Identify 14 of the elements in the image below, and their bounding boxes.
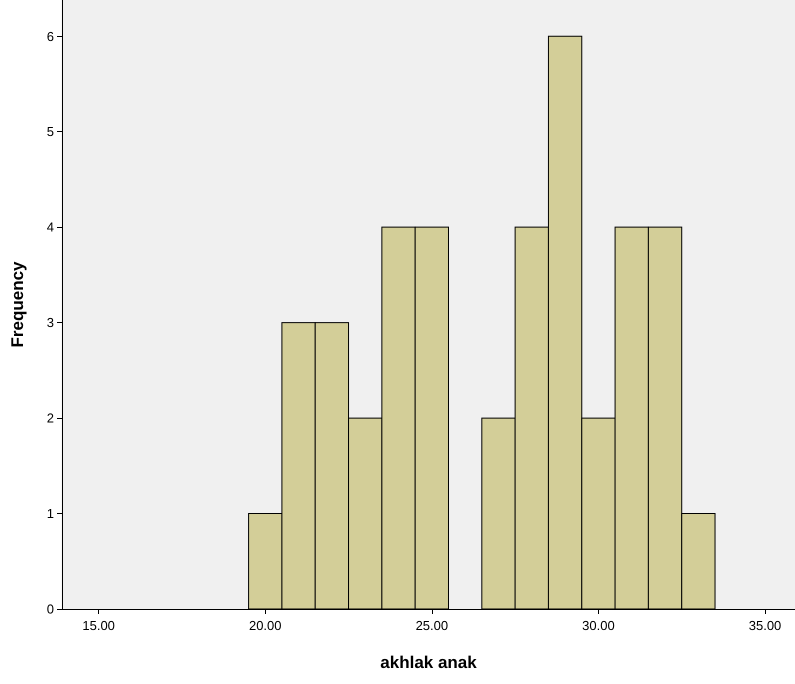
x-tick-label: 20.00	[248, 618, 282, 633]
y-tick-label: 5	[46, 124, 54, 140]
y-axis-title: Frequency	[8, 260, 27, 348]
x-axis-title: akhlak anak	[380, 653, 478, 672]
y-tick-label: 3	[46, 315, 54, 330]
y-tick-label: 2	[46, 410, 54, 426]
x-tick-label: 30.00	[582, 618, 615, 633]
y-tick-label: 6	[46, 28, 54, 44]
y-tick-label: 4	[46, 220, 54, 235]
y-tick-label: 1	[46, 506, 54, 522]
x-tick-label: 15.00	[82, 618, 115, 633]
y-tick-label: 0	[46, 602, 54, 616]
x-tick-label: 25.00	[416, 618, 448, 633]
x-tick-label: 35.00	[748, 618, 782, 633]
